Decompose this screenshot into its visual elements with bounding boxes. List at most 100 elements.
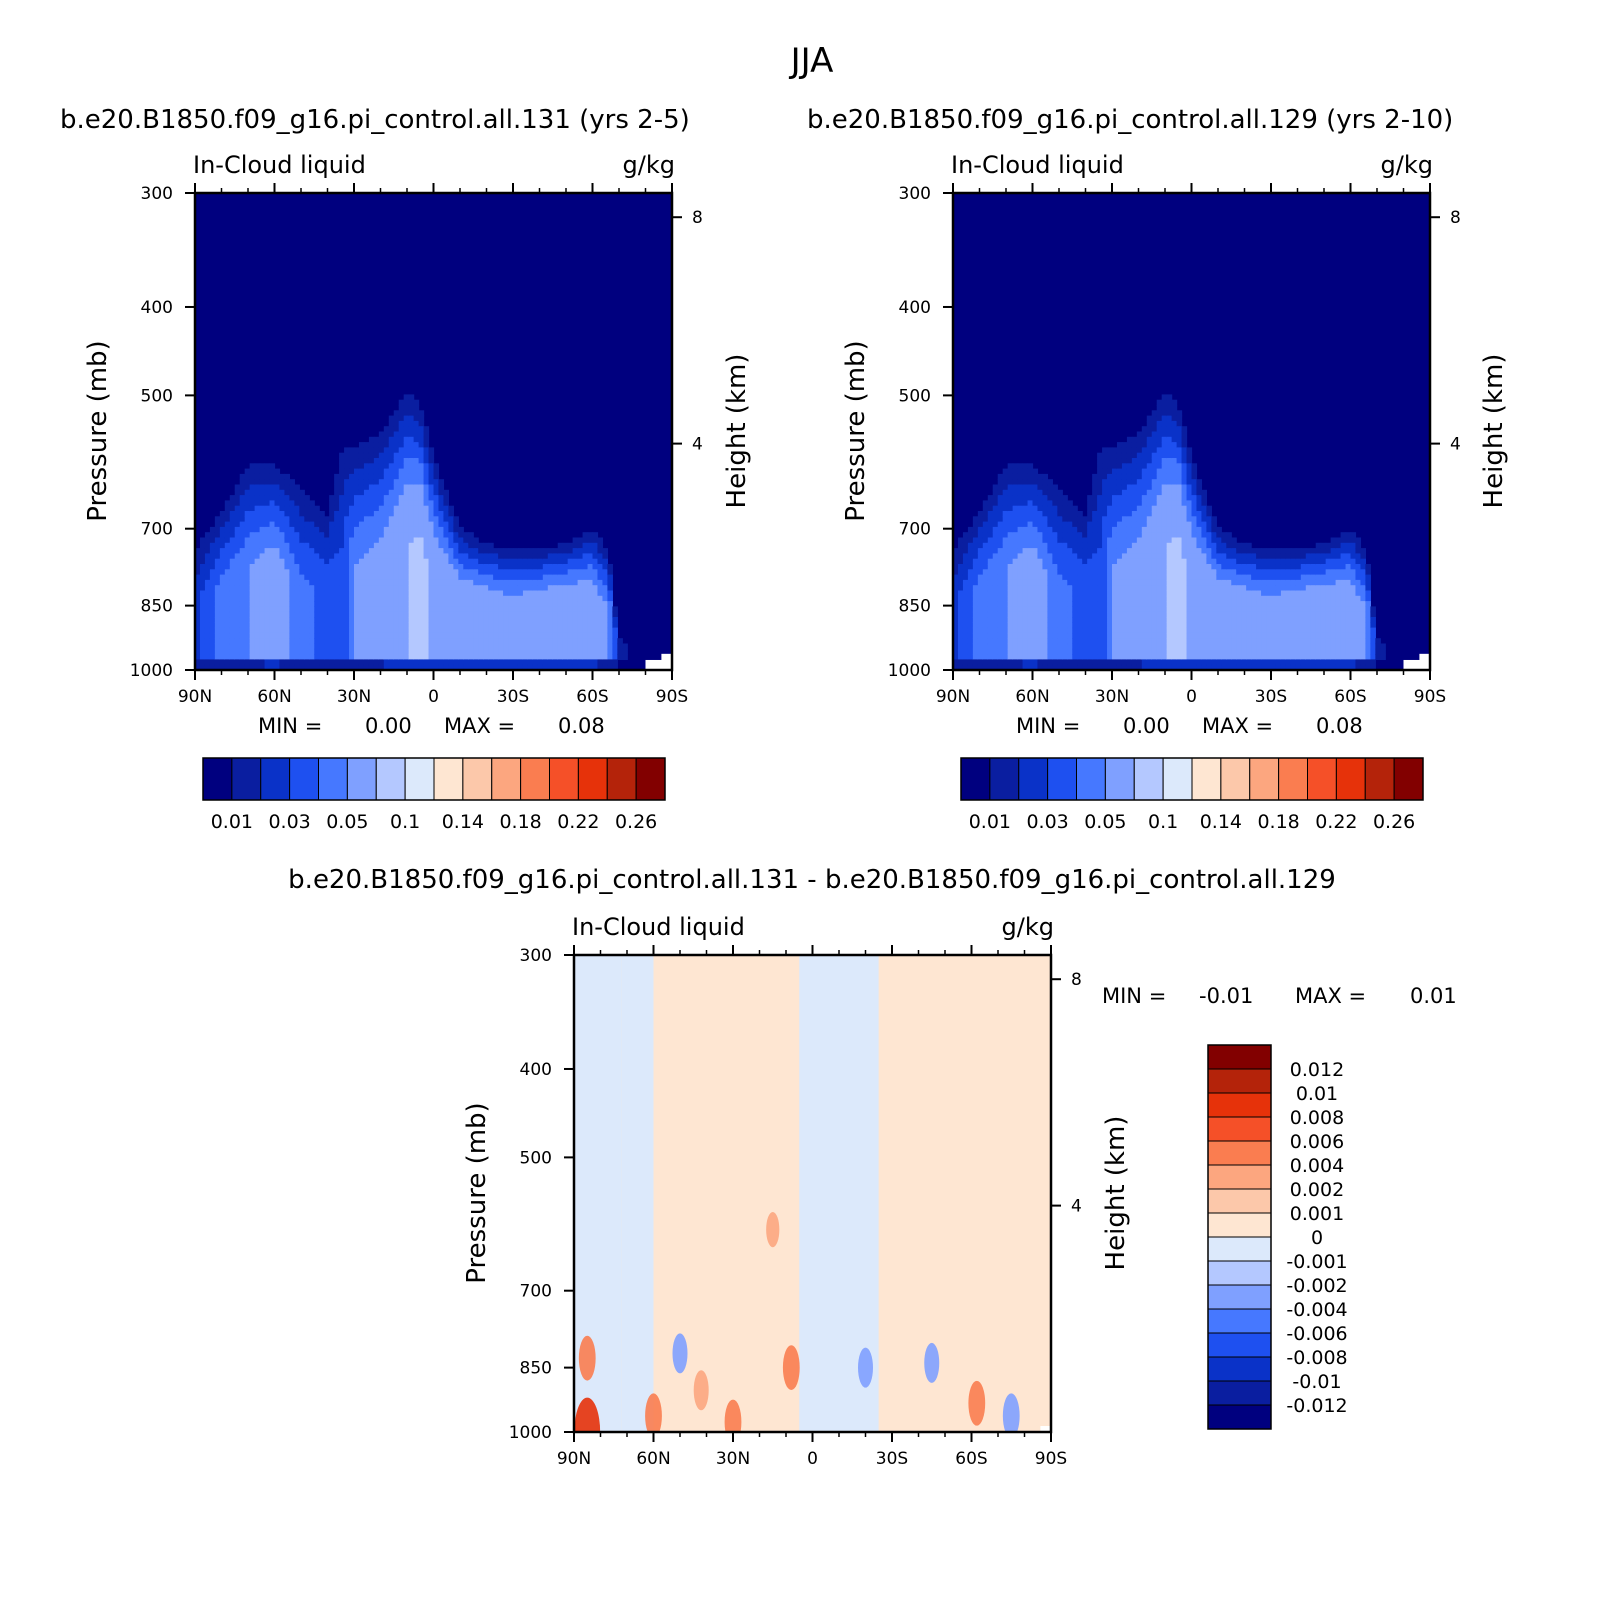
contour-cell	[399, 405, 405, 411]
contour-cell	[419, 553, 425, 559]
contour-cell	[314, 633, 320, 639]
contour-cell	[339, 644, 345, 650]
contour-cell	[1142, 591, 1148, 597]
contour-cell	[389, 495, 395, 501]
contour-cell	[1102, 538, 1108, 544]
contour-cell	[1167, 400, 1173, 406]
contour-cell	[1047, 649, 1053, 655]
contour-cell	[235, 506, 241, 512]
contour-cell	[1182, 575, 1188, 581]
contour-cell	[983, 532, 989, 538]
contour-cell	[593, 622, 599, 628]
contour-cell	[1137, 527, 1143, 533]
contour-cell	[230, 654, 236, 660]
contour-cell	[1187, 606, 1193, 612]
contour-cell	[998, 612, 1004, 618]
contour-cell	[369, 511, 375, 517]
contour-cell	[1102, 447, 1108, 453]
contour-cell	[513, 575, 519, 581]
contour-cell	[498, 617, 504, 623]
contour-cell	[993, 522, 999, 528]
contour-cell	[334, 527, 340, 533]
contour-cell	[1167, 511, 1173, 517]
contour-cell	[1137, 442, 1143, 448]
contour-cell	[1117, 575, 1123, 581]
contour-cell	[1013, 495, 1019, 501]
contour-cell	[399, 596, 405, 602]
contour-cell	[409, 585, 415, 591]
contour-cell	[1172, 564, 1178, 570]
contour-cell	[1112, 633, 1118, 639]
contour-cell	[334, 506, 340, 512]
contour-cell	[419, 585, 425, 591]
contour-cell	[265, 500, 271, 506]
contour-cell	[508, 622, 514, 628]
contour-cell	[1132, 447, 1138, 453]
contour-cell	[1042, 596, 1048, 602]
contour-cell	[463, 575, 469, 581]
contour-cell	[414, 532, 420, 538]
contour-cell	[1042, 506, 1048, 512]
contour-cell	[1052, 485, 1058, 491]
contour-cell	[1077, 601, 1083, 607]
contour-cell	[1092, 654, 1098, 660]
contour-cell	[1132, 500, 1138, 506]
contour-cell	[1018, 659, 1024, 665]
contour-cell	[1003, 649, 1009, 655]
contour-cell	[364, 633, 370, 639]
contour-cell	[443, 490, 449, 496]
contour-cell	[1187, 548, 1193, 554]
contour-cell	[1097, 479, 1103, 485]
contour-cell	[1102, 500, 1108, 506]
contour-cell	[245, 490, 251, 496]
contour-cell	[374, 654, 380, 660]
contour-cell	[478, 575, 484, 581]
contour-cell	[443, 580, 449, 586]
contour-cell	[1201, 654, 1207, 660]
contour-cell	[1028, 516, 1034, 522]
contour-cell	[1182, 585, 1188, 591]
contour-cell	[1216, 654, 1222, 660]
contour-cell	[503, 580, 509, 586]
contour-cell	[339, 601, 345, 607]
contour-cell	[1107, 469, 1113, 475]
contour-cell	[1057, 585, 1063, 591]
contour-cell	[1192, 659, 1198, 665]
contour-cell	[568, 644, 574, 650]
contour-cell	[1097, 453, 1103, 459]
contour-cell	[1192, 569, 1198, 575]
contour-cell	[1042, 569, 1048, 575]
contour-cell	[1057, 559, 1063, 565]
contour-cell	[1201, 543, 1207, 549]
contour-cell	[235, 622, 241, 628]
contour-cell	[1028, 638, 1034, 644]
contour-cell	[1112, 522, 1118, 528]
contour-cell	[528, 633, 534, 639]
contour-cell	[245, 522, 251, 528]
contour-cell	[255, 575, 261, 581]
contour-cell	[1127, 575, 1133, 581]
contour-cell	[1062, 500, 1068, 506]
contour-cell	[1047, 559, 1053, 565]
contour-cell	[255, 548, 261, 554]
contour-cell	[429, 511, 435, 517]
contour-cell	[225, 596, 231, 602]
contour-cell	[369, 628, 375, 634]
contour-cell	[1087, 548, 1093, 554]
contour-cell	[1033, 633, 1039, 639]
contour-cell	[508, 644, 514, 650]
contour-cell	[478, 553, 484, 559]
contour-cell	[993, 585, 999, 591]
contour-cell	[414, 432, 420, 438]
contour-cell	[205, 591, 211, 597]
contour-cell	[1037, 585, 1043, 591]
contour-cell	[978, 516, 984, 522]
contour-cell	[1102, 638, 1108, 644]
contour-cell	[1033, 511, 1039, 517]
contour-cell	[339, 591, 345, 597]
contour-cell	[1013, 569, 1019, 575]
contour-cell	[553, 591, 559, 597]
contour-cell	[1157, 527, 1163, 533]
contour-cell	[1112, 585, 1118, 591]
contour-cell	[389, 490, 395, 496]
